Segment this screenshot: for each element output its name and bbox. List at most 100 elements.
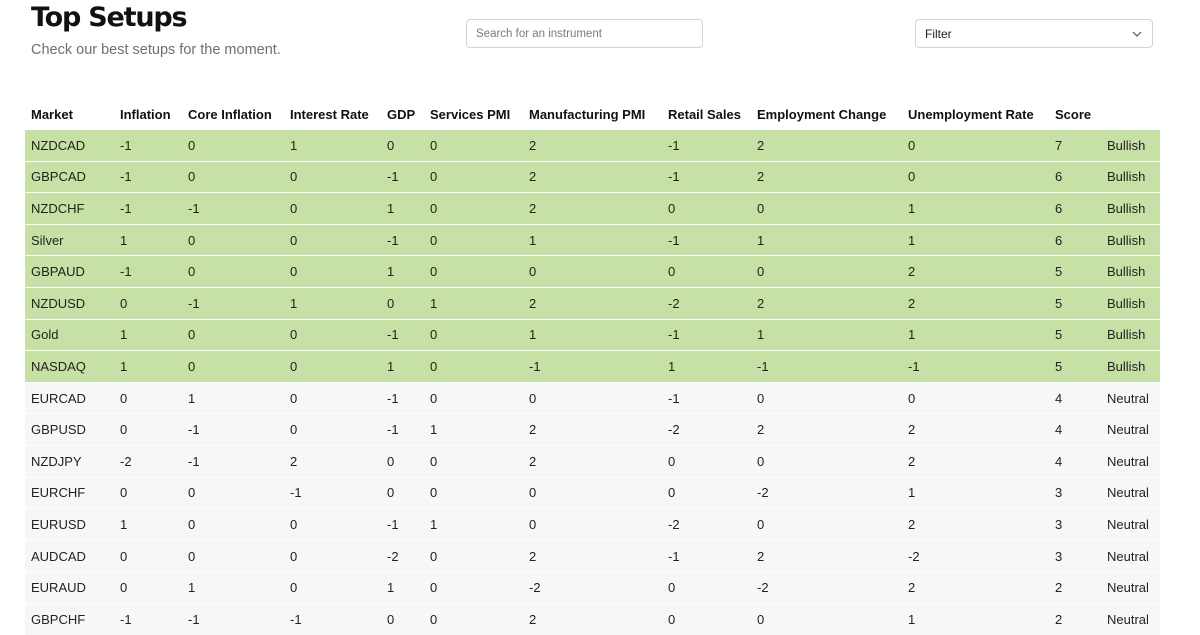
cell-retail-sales: -1 [662, 539, 751, 572]
table-row[interactable]: GBPCAD -1 0 0 -1 0 2 -1 2 0 6 Bullish [25, 160, 1160, 193]
cell-market: GBPCAD [25, 160, 114, 193]
cell-services-pmi: 0 [424, 255, 523, 288]
page-title: Top Setups [31, 2, 188, 33]
table-row[interactable]: GBPAUD -1 0 0 1 0 0 0 0 2 5 Bullish [25, 255, 1160, 288]
table-row[interactable]: NZDCHF -1 -1 0 1 0 2 0 0 1 6 Bullish [25, 192, 1160, 225]
column-header-score[interactable]: Score [1055, 106, 1092, 122]
cell-interest-rate: 0 [284, 381, 381, 414]
search-input[interactable] [466, 19, 703, 48]
cell-retail-sales: 0 [662, 476, 751, 509]
table-row[interactable]: EURCHF 0 0 -1 0 0 0 0 -2 1 3 Neutral [25, 476, 1160, 509]
table-row[interactable]: Silver 1 0 0 -1 0 1 -1 1 1 6 Bullish [25, 223, 1160, 256]
cell-core-inflation: -1 [182, 444, 284, 478]
cell-inflation: -2 [114, 444, 182, 478]
column-header-unemployment-rate[interactable]: Unemployment Rate [908, 106, 1034, 122]
cell-interest-rate: 0 [284, 413, 381, 446]
cell-unemployment-rate: 1 [902, 318, 1049, 351]
cell-score: 5 [1049, 255, 1101, 288]
cell-interest-rate: 1 [284, 129, 381, 162]
cell-core-inflation: -1 [182, 602, 284, 635]
cell-interest-rate: 1 [284, 286, 381, 320]
cell-manufacturing-pmi: -1 [523, 350, 662, 383]
cell-interest-rate: 0 [284, 508, 381, 541]
column-header-interest-rate[interactable]: Interest Rate [290, 106, 369, 122]
cell-score: 3 [1049, 539, 1101, 572]
cell-retail-sales: 0 [662, 192, 751, 225]
column-header-retail-sales[interactable]: Retail Sales [668, 106, 741, 122]
cell-score: 6 [1049, 192, 1101, 225]
cell-services-pmi: 1 [424, 508, 523, 541]
cell-core-inflation: 0 [182, 223, 284, 256]
cell-retail-sales: 0 [662, 571, 751, 604]
cell-gdp: -1 [381, 413, 424, 446]
column-header-manufacturing-pmi[interactable]: Manufacturing PMI [529, 106, 646, 122]
table-row[interactable]: GBPUSD 0 -1 0 -1 1 2 -2 2 2 4 Neutral [25, 413, 1160, 446]
cell-manufacturing-pmi: 1 [523, 223, 662, 256]
cell-bias: Bullish [1101, 350, 1160, 383]
cell-unemployment-rate: 2 [902, 571, 1049, 604]
cell-manufacturing-pmi: 2 [523, 602, 662, 635]
column-header-inflation[interactable]: Inflation [120, 106, 171, 122]
cell-score: 2 [1049, 602, 1101, 635]
cell-core-inflation: 0 [182, 476, 284, 509]
cell-interest-rate: -1 [284, 476, 381, 509]
table-row[interactable]: EURCAD 0 1 0 -1 0 0 -1 0 0 4 Neutral [25, 381, 1160, 414]
column-header-gdp[interactable]: GDP [387, 106, 416, 122]
cell-gdp: 0 [381, 286, 424, 320]
table-row[interactable]: NZDJPY -2 -1 2 0 0 2 0 0 2 4 Neutral [25, 444, 1160, 478]
cell-score: 7 [1049, 129, 1101, 162]
cell-core-inflation: -1 [182, 286, 284, 320]
cell-gdp: 1 [381, 350, 424, 383]
cell-inflation: -1 [114, 160, 182, 193]
cell-employment-change: 0 [751, 602, 902, 635]
cell-services-pmi: 0 [424, 381, 523, 414]
cell-manufacturing-pmi: 2 [523, 539, 662, 572]
table-row[interactable]: NZDUSD 0 -1 1 0 1 2 -2 2 2 5 Bullish [25, 286, 1160, 320]
cell-retail-sales: -2 [662, 286, 751, 320]
column-header-employment-change[interactable]: Employment Change [757, 106, 887, 122]
cell-market: NZDUSD [25, 286, 114, 320]
cell-market: EURAUD [25, 571, 114, 604]
cell-inflation: 0 [114, 381, 182, 414]
cell-unemployment-rate: 1 [902, 192, 1049, 225]
cell-inflation: 1 [114, 318, 182, 351]
filter-label: Filter [925, 26, 952, 41]
cell-services-pmi: 0 [424, 129, 523, 162]
table-row[interactable]: NASDAQ 1 0 0 1 0 -1 1 -1 -1 5 Bullish [25, 350, 1160, 383]
cell-market: NASDAQ [25, 350, 114, 383]
cell-services-pmi: 0 [424, 350, 523, 383]
table-row[interactable]: NZDCAD -1 0 1 0 0 2 -1 2 0 7 Bullish [25, 129, 1160, 162]
cell-retail-sales: -1 [662, 318, 751, 351]
table-row[interactable]: AUDCAD 0 0 0 -2 0 2 -1 2 -2 3 Neutral [25, 539, 1160, 572]
cell-inflation: 1 [114, 508, 182, 541]
cell-retail-sales: -2 [662, 413, 751, 446]
cell-bias: Bullish [1101, 318, 1160, 351]
cell-gdp: -2 [381, 539, 424, 572]
column-header-market[interactable]: Market [31, 106, 73, 122]
cell-employment-change: 2 [751, 160, 902, 193]
cell-bias: Bullish [1101, 255, 1160, 288]
page-subtitle: Check our best setups for the moment. [31, 42, 281, 58]
table-row[interactable]: GBPCHF -1 -1 -1 0 0 2 0 0 1 2 Neutral [25, 602, 1160, 635]
cell-core-inflation: -1 [182, 192, 284, 225]
cell-score: 6 [1049, 160, 1101, 193]
filter-dropdown[interactable]: Filter [915, 19, 1153, 48]
column-header-core-inflation[interactable]: Core Inflation [188, 106, 272, 122]
table-row[interactable]: Gold 1 0 0 -1 0 1 -1 1 1 5 Bullish [25, 318, 1160, 351]
cell-gdp: -1 [381, 508, 424, 541]
cell-employment-change: 2 [751, 129, 902, 162]
cell-interest-rate: 0 [284, 571, 381, 604]
cell-gdp: 1 [381, 571, 424, 604]
cell-inflation: 0 [114, 539, 182, 572]
cell-unemployment-rate: 2 [902, 444, 1049, 478]
cell-market: GBPUSD [25, 413, 114, 446]
cell-employment-change: -2 [751, 476, 902, 509]
table-row[interactable]: EURUSD 1 0 0 -1 1 0 -2 0 2 3 Neutral [25, 508, 1160, 541]
cell-services-pmi: 1 [424, 286, 523, 320]
cell-retail-sales: 1 [662, 350, 751, 383]
column-header-services-pmi[interactable]: Services PMI [430, 106, 511, 122]
table-row[interactable]: EURAUD 0 1 0 1 0 -2 0 -2 2 2 Neutral [25, 571, 1160, 604]
cell-employment-change: -1 [751, 350, 902, 383]
cell-retail-sales: 0 [662, 602, 751, 635]
cell-inflation: -1 [114, 192, 182, 225]
